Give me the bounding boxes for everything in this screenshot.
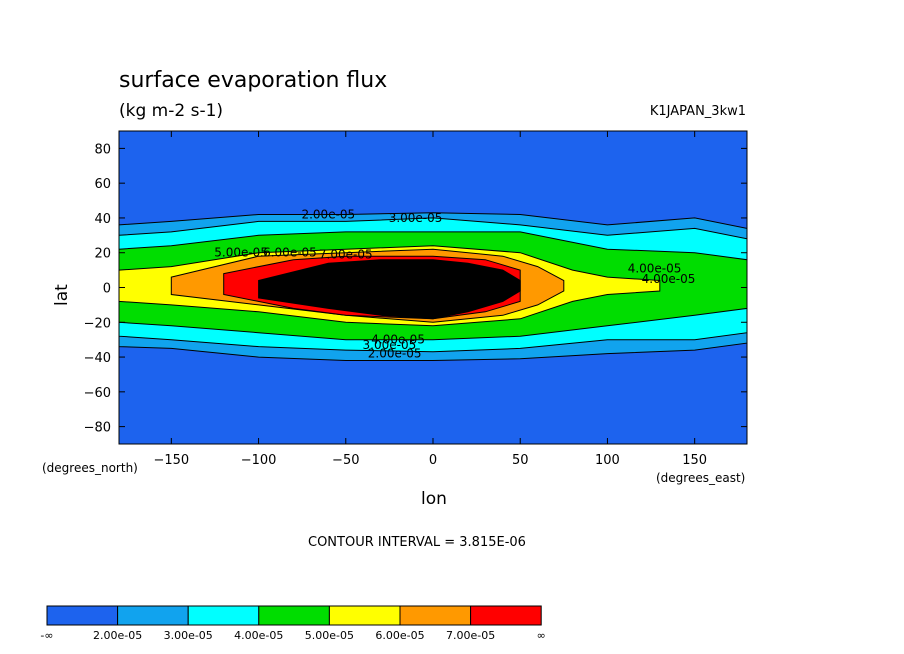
run-id-label: K1JAPAN_3kw1 bbox=[649, 104, 746, 119]
x-axis-units: (degrees_east) bbox=[656, 471, 746, 485]
contour-label: 4.00e-05 bbox=[628, 261, 682, 275]
colorbar-swatch bbox=[258, 605, 330, 626]
y-tick-label: 20 bbox=[94, 247, 111, 262]
colorbar-label: ∞ bbox=[537, 629, 546, 642]
colorbar-swatch bbox=[187, 605, 260, 626]
contour-band-7 bbox=[258, 259, 521, 320]
y-axis-units: (degrees_north) bbox=[42, 461, 138, 475]
y-tick-label: 0 bbox=[103, 282, 111, 297]
x-tick-label: 0 bbox=[429, 453, 437, 468]
y-tick-label: 80 bbox=[94, 142, 111, 157]
contour-label: 4.00e-05 bbox=[371, 333, 425, 347]
contour-label: 4.00e-05 bbox=[642, 272, 696, 286]
contour-label: 5.00e-05 bbox=[214, 246, 268, 260]
colorbar-label: 3.00e-05 bbox=[164, 629, 213, 642]
x-tick-label: 150 bbox=[682, 453, 707, 468]
y-tick-label: −40 bbox=[84, 351, 111, 366]
colorbar-swatch bbox=[117, 605, 189, 626]
colorbar-label: -∞ bbox=[40, 629, 53, 642]
x-tick-label: −150 bbox=[153, 453, 189, 468]
x-tick-label: 50 bbox=[512, 453, 529, 468]
contour-label: 7.00e-05 bbox=[319, 247, 373, 261]
y-tick-label: 40 bbox=[94, 212, 111, 227]
colorbar-swatch bbox=[470, 605, 542, 626]
contour-label: 6.00e-05 bbox=[263, 246, 317, 260]
contour-label: 2.00e-05 bbox=[368, 347, 422, 361]
chart-title: surface evaporation flux bbox=[119, 68, 388, 93]
colorbar-label: 5.00e-05 bbox=[305, 629, 354, 642]
y-tick-label: 60 bbox=[94, 177, 111, 192]
x-tick-label: −100 bbox=[241, 453, 277, 468]
contour-label: 2.00e-05 bbox=[301, 207, 355, 221]
x-axis-label: lon bbox=[421, 489, 447, 509]
y-tick-label: −80 bbox=[84, 421, 111, 436]
contour-interval-label: CONTOUR INTERVAL = 3.815E-06 bbox=[308, 535, 526, 550]
colorbar-label: 2.00e-05 bbox=[93, 629, 142, 642]
y-tick-label: −60 bbox=[84, 386, 111, 401]
colorbar-swatch bbox=[46, 605, 119, 626]
contour-label: 3.00e-05 bbox=[389, 211, 443, 225]
contour-label: 3.00e-05 bbox=[363, 338, 417, 352]
colorbar-swatch bbox=[399, 605, 472, 626]
colorbar-label: 7.00e-05 bbox=[446, 629, 495, 642]
colorbar-label: 4.00e-05 bbox=[234, 629, 283, 642]
y-tick-label: −20 bbox=[84, 316, 111, 331]
chart-units: (kg m-2 s-1) bbox=[119, 101, 224, 121]
colorbar-swatch bbox=[328, 605, 401, 626]
x-tick-label: −50 bbox=[332, 453, 359, 468]
x-tick-label: 100 bbox=[595, 453, 620, 468]
colorbar-label: 6.00e-05 bbox=[375, 629, 424, 642]
